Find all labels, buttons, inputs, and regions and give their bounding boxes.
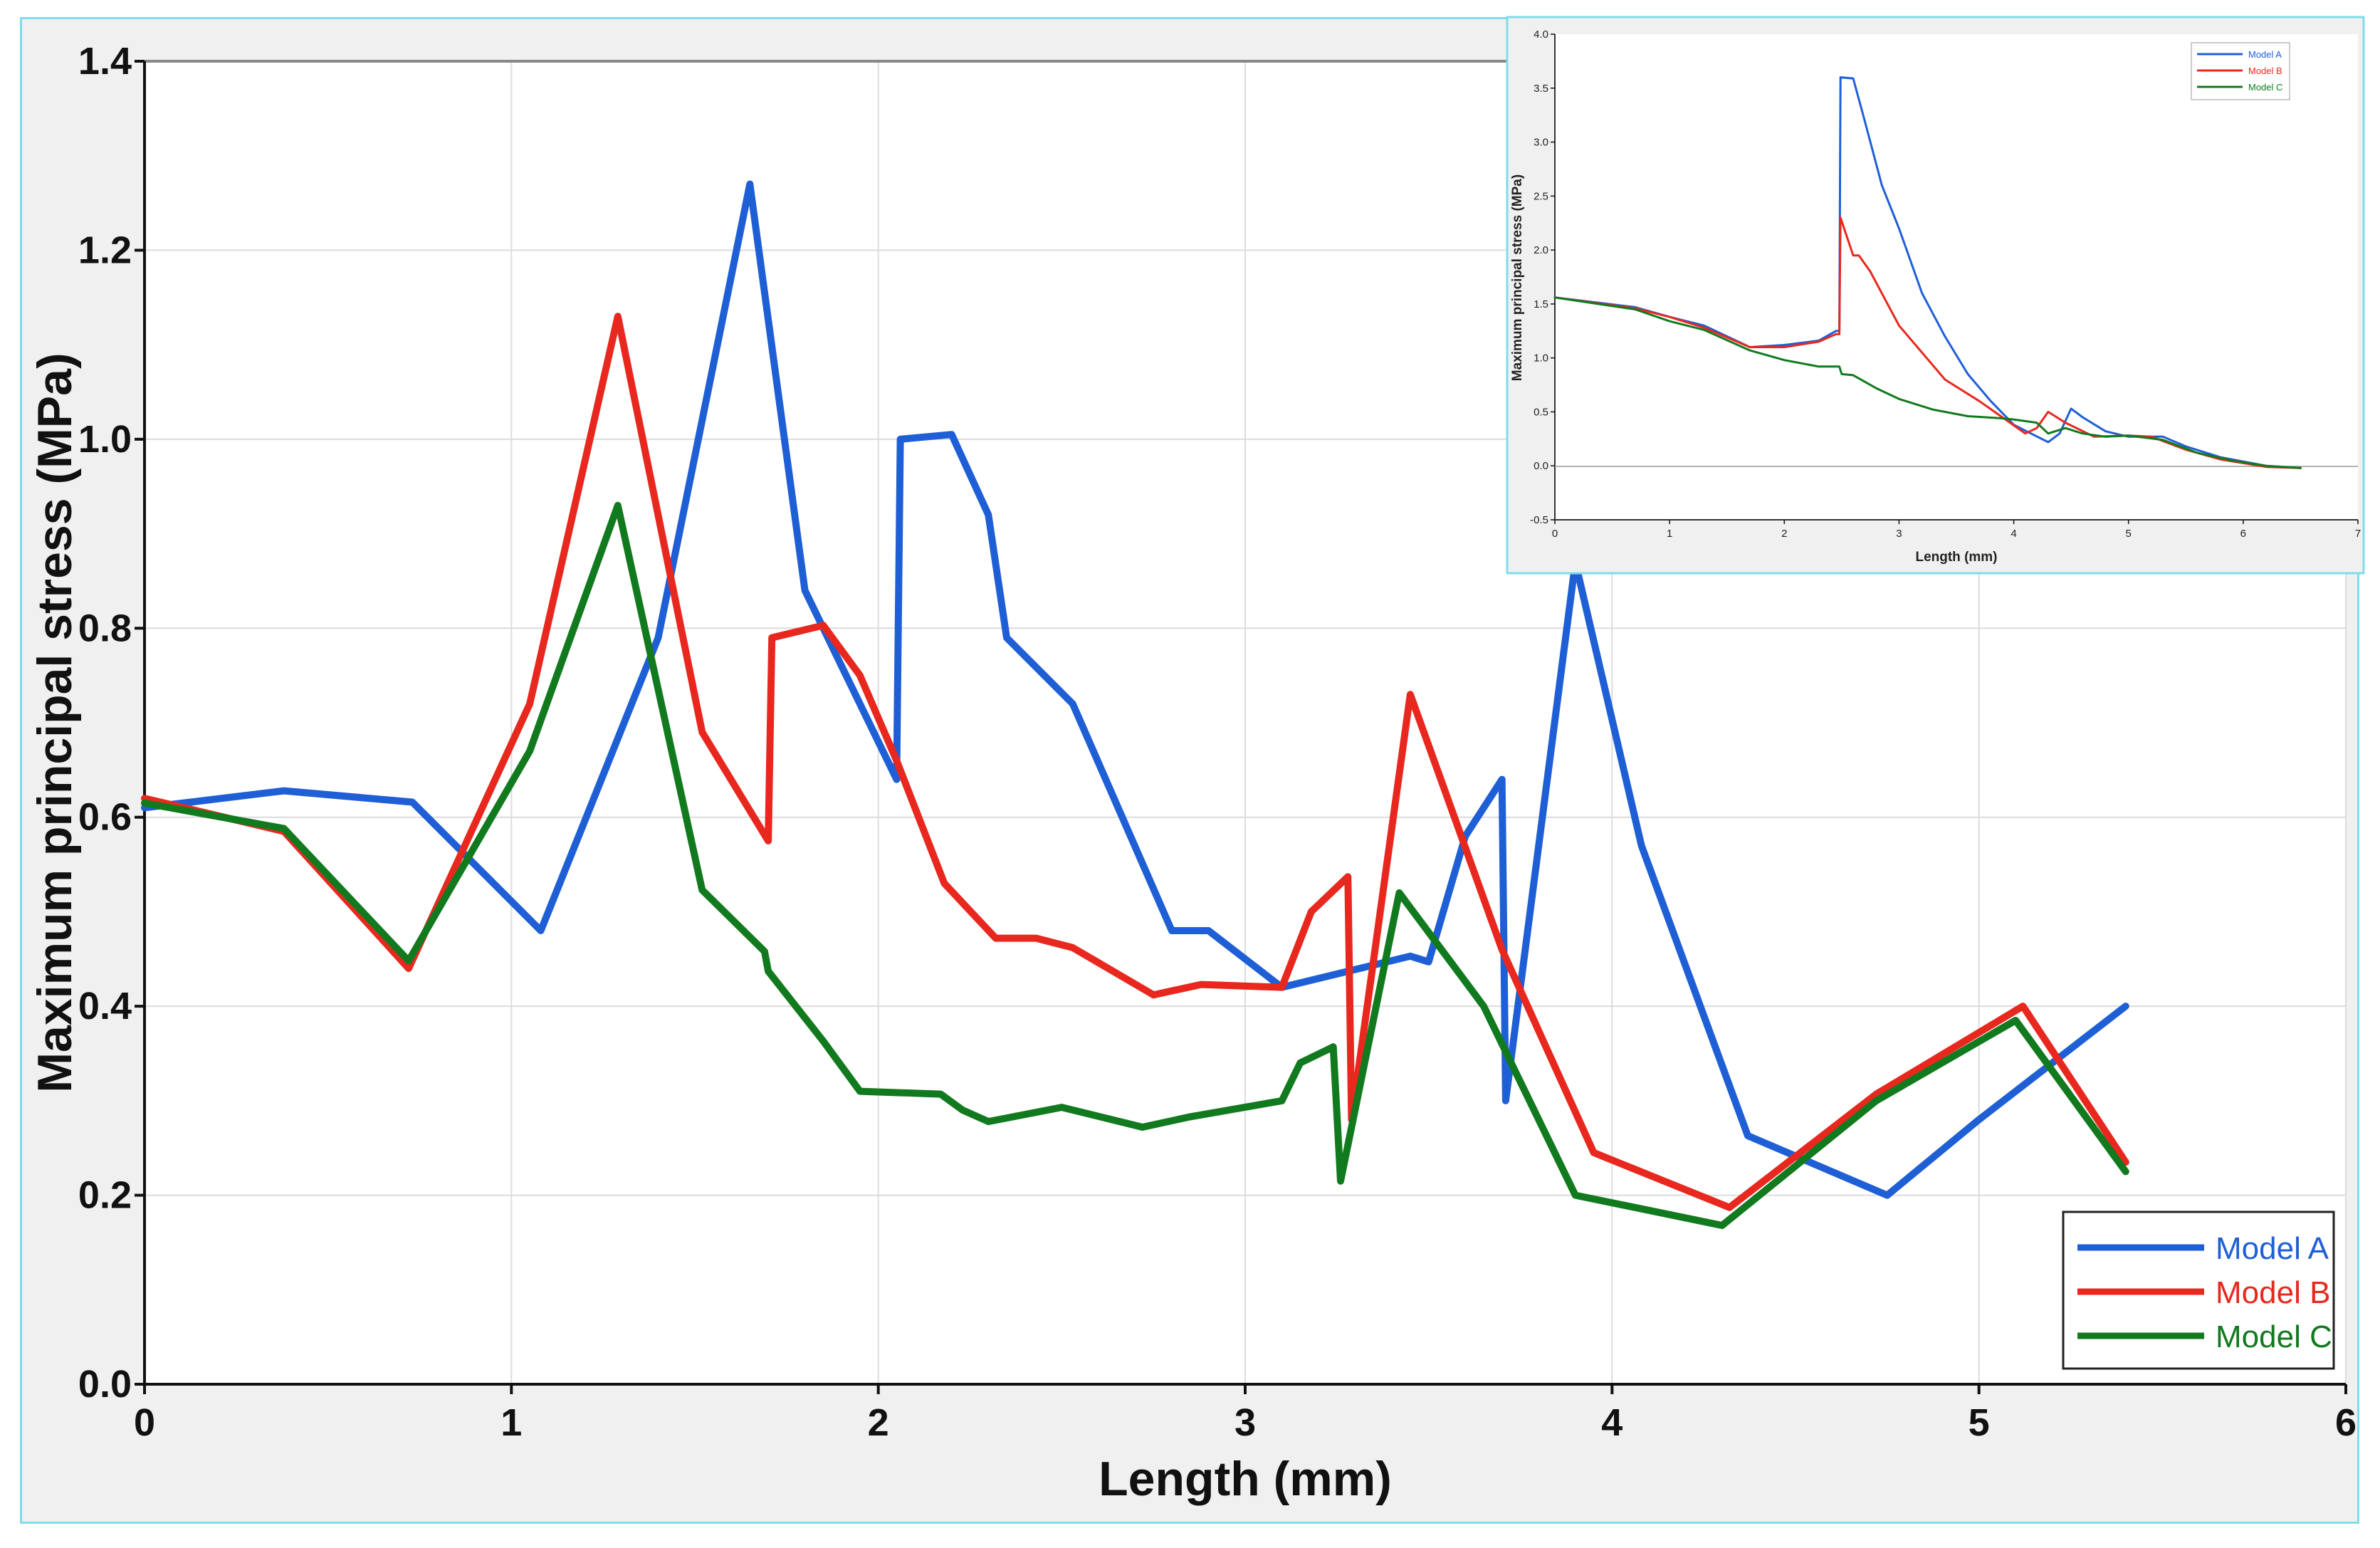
y-tick-label: 1.0 (1534, 352, 1548, 365)
main-ticks: 0 1 2 3 4 5 6 0.0 0.2 0.4 0.6 0.8 1.0 1.2 1.4 (78, 40, 2357, 1444)
x-tick-label: 1 (500, 1401, 522, 1444)
x-tick-label: 2 (868, 1401, 889, 1444)
y-tick-label: 0.0 (78, 1363, 132, 1406)
y-tick-label: 1.0 (78, 418, 132, 461)
legend-label-model-a: Model A (2216, 1231, 2329, 1266)
y-tick-label: 4.0 (1534, 28, 1548, 41)
inset-legend: Model A Model B Model C (2191, 42, 2290, 100)
legend-label-model-b: Model B (2248, 66, 2282, 76)
series-line-model-c (141, 501, 2129, 1229)
y-tick-label: 0.0 (1534, 460, 1548, 472)
y-tick-label: 1.5 (1534, 298, 1548, 310)
series-line-model-b (141, 313, 2129, 1211)
y-tick-label: 1.4 (78, 40, 132, 83)
y-tick-label: 0.4 (78, 985, 132, 1027)
series-line-model-c (1553, 296, 2302, 469)
y-tick-label: -0.5 (1530, 514, 1548, 526)
y-tick-label: 2.5 (1534, 190, 1548, 202)
main-legend: Model A Model B Model C (2062, 1210, 2335, 1370)
x-tick-label: 0 (134, 1401, 155, 1444)
inset-y-axis-label: Maximum principal stress (MPa) (1510, 174, 1525, 381)
y-tick-label: 0.2 (78, 1174, 132, 1217)
y-tick-label: 3.0 (1534, 137, 1548, 149)
y-tick-label: 0.6 (78, 796, 132, 839)
legend-label-model-b: Model B (2216, 1275, 2330, 1310)
x-tick-label: 0 (1552, 528, 1558, 540)
x-tick-label: 4 (1601, 1401, 1623, 1444)
inset-chart: 0 1 2 3 4 5 6 7-0.50.00.51.01.52.02.53.03.54.0 … (1506, 16, 2365, 575)
x-tick-label: 5 (2126, 528, 2132, 540)
series-line-model-a (141, 180, 2129, 1199)
y-tick-label: 3.5 (1534, 83, 1548, 95)
x-tick-label: 1 (1667, 528, 1672, 540)
main-y-axis-label: Maximum principal stress (MPa) (28, 352, 82, 1092)
legend-label-model-c: Model C (2216, 1319, 2332, 1354)
x-tick-label: 6 (2240, 528, 2246, 540)
inset-plot-area (1555, 34, 2358, 520)
x-tick-label: 3 (1234, 1401, 1256, 1444)
x-tick-label: 6 (2335, 1401, 2357, 1444)
inset-ticks: 0 1 2 3 4 5 6 7 -0.5 0.0 0.5 1.0 1.5 2.0 2.5 3.0 3.5 4.0 (1530, 28, 2361, 540)
inset-x-axis-label: Length (mm) (1915, 550, 1997, 565)
y-tick-label: 1.2 (78, 229, 132, 271)
y-tick-label: 0.5 (1534, 406, 1548, 418)
x-tick-label: 3 (1896, 528, 1902, 540)
main-x-axis-label: Length (mm) (1099, 1452, 1392, 1506)
legend-label-model-c: Model C (2248, 82, 2282, 93)
x-tick-label: 7 (2355, 528, 2361, 540)
y-tick-label: 0.8 (78, 607, 132, 649)
x-tick-label: 4 (2011, 528, 2016, 540)
legend-label-model-a: Model A (2248, 49, 2282, 60)
x-tick-label: 5 (1969, 1401, 1990, 1444)
x-tick-label: 2 (1781, 528, 1787, 540)
inset-series (1553, 76, 2302, 469)
main-series (141, 180, 2129, 1229)
y-tick-label: 2.0 (1534, 244, 1548, 256)
